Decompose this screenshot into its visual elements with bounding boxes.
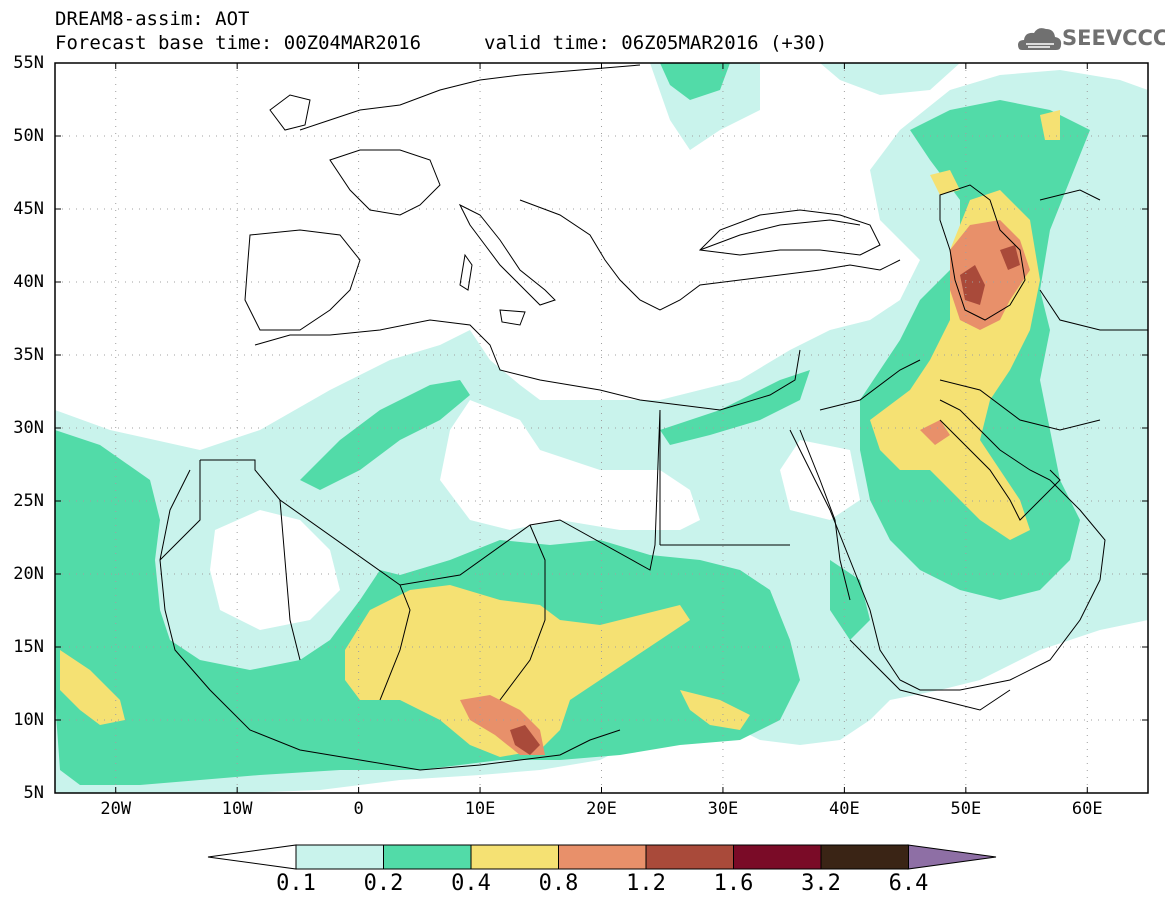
- lon-label: 30E: [707, 799, 739, 819]
- colorbar-high-arrow: [907, 844, 997, 870]
- colorbar-segment: [295, 844, 384, 870]
- colorbar-segment: [470, 844, 559, 870]
- lat-label: 55N: [13, 53, 44, 73]
- colorbar-label: 1.2: [626, 871, 666, 896]
- aot-field: [55, 63, 1148, 793]
- colorbar-segment: [733, 844, 822, 870]
- lon-label: 20E: [586, 799, 617, 819]
- aot-band-0-1: [55, 63, 1148, 793]
- graticule: [55, 63, 1148, 793]
- lon-label: 60E: [1071, 799, 1103, 819]
- lon-label: 20W: [100, 799, 132, 819]
- colorbar-segment: [820, 844, 909, 870]
- lat-label: 45N: [13, 199, 44, 219]
- lon-label: 50E: [950, 799, 982, 819]
- colorbar-label: 6.4: [888, 871, 929, 896]
- colorbar-label: 3.2: [801, 871, 841, 896]
- lat-label: 35N: [13, 345, 44, 365]
- lon-label: 10W: [221, 799, 253, 819]
- lat-label: 5N: [23, 783, 44, 803]
- lon-label: 10E: [464, 799, 496, 819]
- forecast-base-time: Forecast base time: 00Z04MAR2016: [55, 32, 422, 54]
- lon-label: 40E: [829, 799, 860, 819]
- colorbar-low-arrow: [207, 844, 297, 870]
- lat-label: 25N: [13, 491, 44, 511]
- colorbar: [207, 844, 997, 870]
- lat-label: 50N: [13, 126, 44, 146]
- axis-ticks: [55, 62, 1148, 794]
- valid-time: valid time: 06Z05MAR2016 (+30): [484, 32, 828, 54]
- map-title: DREAM8-assim: AOT: [55, 8, 250, 30]
- coastlines: [159, 64, 1148, 771]
- lat-label: 10N: [13, 710, 44, 730]
- colorbar-label: 0.8: [538, 871, 579, 896]
- cloud-logo-icon: [1018, 28, 1062, 50]
- colorbar-segment: [558, 844, 647, 870]
- colorbar-segment: [383, 844, 472, 870]
- colorbar-label: 0.4: [451, 871, 491, 896]
- colorbar-label: 1.6: [713, 871, 754, 896]
- lat-label: 15N: [13, 637, 44, 657]
- colorbar-segment: [645, 844, 734, 870]
- colorbar-label: 0.1: [276, 871, 316, 896]
- lat-label: 30N: [13, 418, 44, 438]
- lat-label: 40N: [13, 272, 44, 292]
- lat-label: 20N: [13, 564, 44, 584]
- colorbar-label: 0.2: [363, 871, 404, 896]
- logo-text: SEEVCCC: [1062, 26, 1165, 50]
- lon-label: 0: [353, 799, 364, 819]
